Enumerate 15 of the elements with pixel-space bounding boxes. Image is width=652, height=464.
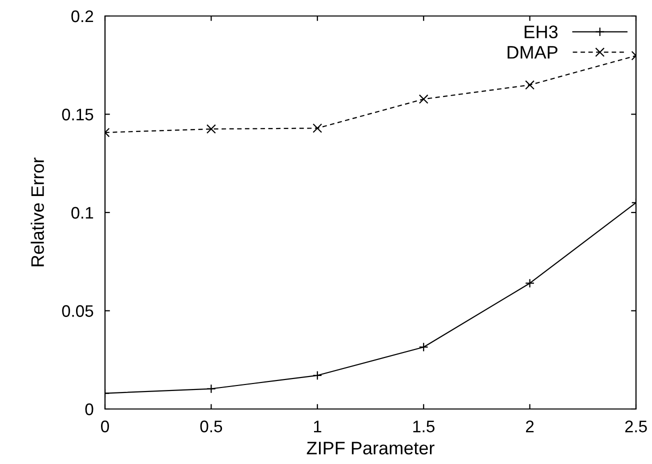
x-tick-label: 0.5 <box>200 420 222 432</box>
legend-label: DMAP <box>508 46 558 59</box>
legend-label: EH3 <box>524 26 558 38</box>
y-tick-label: 0.2 <box>71 10 94 22</box>
x-tick-label: 1.5 <box>413 420 434 432</box>
y-tick-label: 0 <box>85 403 94 416</box>
y-tick-label: 0.1 <box>71 206 94 219</box>
y-axis-title: Relative Error <box>30 158 44 266</box>
x-tick-label: 0 <box>101 420 109 432</box>
y-tick-label: 0.05 <box>62 305 94 317</box>
x-tick-label: 1 <box>314 420 322 432</box>
x-tick-label: 2 <box>526 420 534 432</box>
x-tick-label: 2.5 <box>625 420 647 432</box>
x-axis-title: ZIPF Parameter <box>306 442 434 454</box>
y-tick-label: 0.15 <box>62 108 94 120</box>
